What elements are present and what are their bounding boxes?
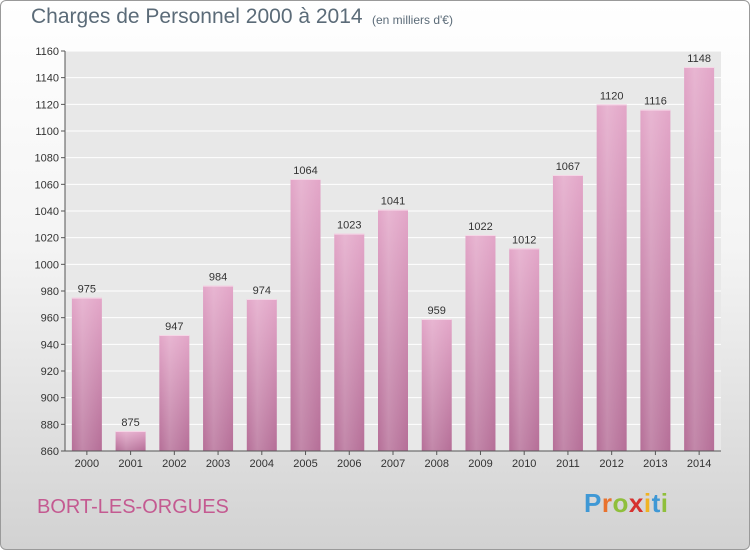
- bar-highlight: [684, 67, 715, 451]
- bar-highlight: [596, 104, 627, 451]
- y-tick-label: 940: [41, 339, 59, 351]
- data-label: 947: [165, 321, 183, 333]
- logo-letter: P: [584, 488, 602, 518]
- y-tick-label: 1000: [35, 259, 59, 271]
- y-tick-label: 1080: [35, 153, 59, 165]
- bar-highlight: [640, 109, 671, 452]
- y-tick-label: 960: [41, 313, 59, 325]
- bar-highlight: [465, 235, 496, 451]
- y-tick-label: 1120: [35, 99, 59, 111]
- data-label: 984: [209, 272, 227, 284]
- axes: 860 880 900 920 940 960 980 1000 1020 1040 1060 108…: [35, 46, 721, 470]
- bar-highlight: [246, 299, 277, 451]
- x-tick-label: 2010: [512, 458, 536, 470]
- data-label: 974: [253, 285, 271, 297]
- logo-letter: x: [628, 488, 644, 518]
- data-label: 1012: [512, 234, 536, 246]
- bar-highlight: [509, 248, 540, 451]
- bar-highlight: [421, 319, 452, 451]
- bar-highlight: [203, 285, 234, 451]
- data-label: 1023: [337, 220, 361, 232]
- logo-letter: i: [643, 488, 652, 518]
- y-tick-label: 1040: [35, 206, 59, 218]
- chart-title: Charges de Personnel 2000 à 2014: [31, 5, 363, 28]
- y-tick-label: 1020: [35, 233, 59, 245]
- bar-highlight: [378, 209, 408, 451]
- x-tick-label: 2012: [599, 458, 623, 470]
- data-label: 1041: [381, 196, 405, 208]
- data-label: 1116: [644, 96, 667, 108]
- x-tick-label: 2008: [424, 458, 448, 470]
- x-tick-label: 2011: [556, 458, 580, 470]
- labels: 975 875 947 984 974 1064 1023 1041 959 1022 1012 10…: [78, 53, 711, 429]
- y-tick-label: 860: [41, 446, 59, 458]
- data-label: 1022: [468, 221, 492, 233]
- logo-letter: r: [601, 488, 613, 518]
- y-tick-label: 1140: [35, 73, 59, 85]
- y-tick-label: 1160: [35, 46, 59, 58]
- x-tick-label: 2004: [250, 458, 274, 470]
- proxiti-logo: Proxiti: [584, 488, 668, 519]
- x-tick-label: 2002: [162, 458, 186, 470]
- bars: [71, 67, 715, 452]
- bar-highlight: [334, 233, 365, 451]
- x-tick-label: 2006: [337, 458, 361, 470]
- data-label: 959: [428, 305, 446, 317]
- logo-letter: o: [612, 488, 629, 518]
- bar-highlight: [115, 431, 146, 451]
- chart-subtitle: (en milliers d'€): [372, 13, 453, 27]
- data-label: 1067: [556, 161, 580, 173]
- x-tick-label: 2003: [206, 458, 230, 470]
- x-tick-label: 2013: [643, 458, 667, 470]
- x-tick-label: 2005: [293, 458, 317, 470]
- logo-letter: t: [651, 488, 661, 518]
- data-label: 1120: [600, 90, 624, 102]
- bar-highlight: [290, 179, 321, 451]
- y-tick-label: 920: [41, 366, 59, 378]
- y-tick-label: 1060: [35, 179, 59, 191]
- x-tick-label: 2009: [468, 458, 492, 470]
- place-name: BORT-LES-ORGUES: [37, 496, 229, 518]
- y-tick-label: 900: [41, 393, 59, 405]
- data-label: 1148: [687, 53, 711, 65]
- bar-highlight: [71, 297, 102, 451]
- x-tick-label: 2014: [687, 458, 711, 470]
- bar-highlight: [159, 335, 190, 451]
- x-tick-label: 2007: [381, 458, 405, 470]
- y-tick-label: 1100: [35, 126, 59, 138]
- data-label: 1064: [293, 165, 317, 177]
- bar-highlight: [552, 175, 583, 451]
- y-tick-label: 980: [41, 286, 59, 298]
- logo-letter: i: [660, 488, 669, 518]
- x-tick-label: 2001: [118, 458, 142, 470]
- data-label: 975: [78, 284, 96, 296]
- x-tick-label: 2000: [75, 458, 99, 470]
- data-label: 875: [121, 417, 139, 429]
- y-tick-label: 880: [41, 419, 59, 431]
